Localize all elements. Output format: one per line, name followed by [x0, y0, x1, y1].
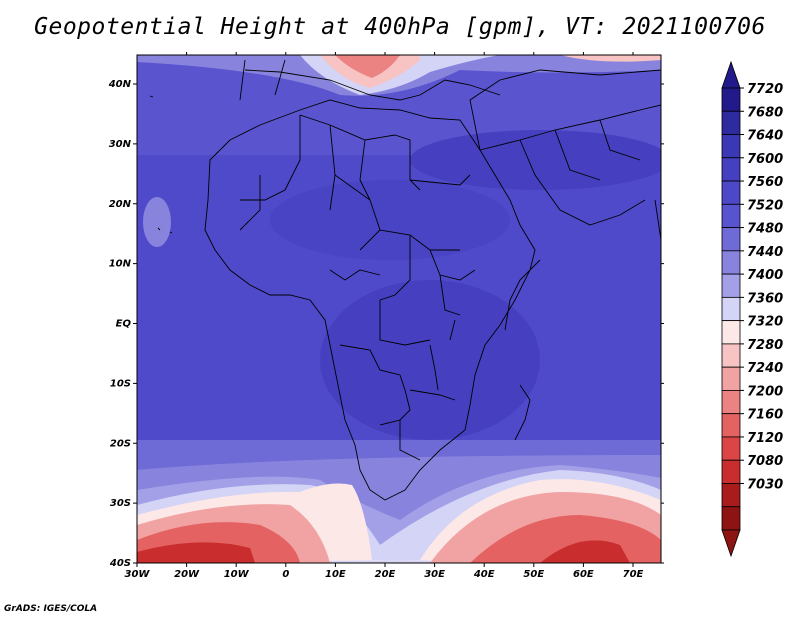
colorbar-swatch	[721, 436, 741, 461]
colorbar-label: 7240	[747, 361, 783, 376]
colorbar-swatch	[721, 273, 741, 298]
colorbar-label: 7440	[747, 245, 783, 260]
y-tick-label: 20S	[110, 438, 131, 449]
map-title: Geopotential Height at 400hPa [gpm], VT:…	[34, 14, 766, 40]
colorbar-label: 7480	[747, 222, 783, 237]
colorbar-swatch	[721, 134, 741, 159]
colorbar-swatch	[721, 227, 741, 252]
colorbar-label: 7080	[747, 454, 783, 469]
colorbar-label: 7720	[747, 82, 783, 97]
colorbar-top-arrow	[721, 60, 741, 89]
colorbar-swatch	[721, 413, 741, 438]
map-frame	[136, 54, 662, 564]
country-borders	[149, 59, 661, 501]
colorbar-swatch	[721, 320, 741, 345]
colorbar-swatch	[721, 483, 741, 508]
x-tick-label: 10W	[224, 569, 250, 580]
x-tick-label: 40E	[473, 569, 495, 580]
colorbar-swatch	[721, 506, 741, 531]
colorbar-label: 7400	[747, 268, 783, 283]
credit-text: GrADS: IGES/COLA	[4, 604, 98, 614]
colorbar-label: 7640	[747, 129, 783, 144]
x-tick-label: 70E	[623, 569, 644, 580]
colorbar-swatch	[721, 157, 741, 182]
y-tick-label: 10S	[110, 378, 131, 389]
colorbar-swatch	[721, 343, 741, 368]
colorbar-swatch	[721, 296, 741, 322]
x-tick-label: 0	[282, 569, 289, 580]
x-tick-label: 20W	[174, 569, 200, 580]
x-tick-label: 20E	[375, 569, 396, 580]
colorbar-swatch	[721, 180, 741, 205]
y-tick-label: EQ	[116, 319, 132, 330]
colorbar-swatch	[721, 110, 741, 135]
y-tick-label: 40S	[109, 558, 131, 569]
x-tick-label: 60E	[573, 569, 594, 580]
colorbar: 7720 7680 7640 7600 7560 7520 7480 7440 7400 7360…	[721, 60, 783, 558]
colorbar-label: 7600	[747, 152, 783, 167]
y-tick-label: 30N	[109, 139, 132, 150]
colorbar-swatch	[721, 203, 741, 228]
colorbar-label: 7280	[747, 338, 783, 353]
axis-ticks: 30W 20W 10W 0 10E 20E 30E 40E 50E 60E 70E 40N 30N 20N…	[108, 52, 664, 580]
colorbar-label: 7160	[747, 408, 783, 423]
y-tick-label: 40N	[108, 79, 132, 90]
x-tick-label: 10E	[325, 569, 346, 580]
height-field	[137, 55, 661, 563]
x-tick-label: 30W	[125, 569, 151, 580]
colorbar-swatch	[721, 459, 741, 484]
colorbar-swatch	[721, 87, 741, 112]
colorbar-bottom-arrow	[721, 529, 741, 558]
colorbar-label: 7680	[747, 105, 783, 120]
y-tick-label: 20N	[109, 199, 132, 210]
colorbar-label: 7200	[747, 384, 783, 399]
colorbar-label: 7520	[747, 198, 783, 213]
colorbar-swatch	[721, 366, 741, 391]
colorbar-label: 7030	[747, 477, 783, 492]
x-tick-label: 50E	[523, 569, 544, 580]
x-tick-label: 30E	[424, 569, 445, 580]
y-tick-label: 30S	[110, 498, 131, 509]
colorbar-swatch	[721, 390, 741, 415]
colorbar-label: 7360	[747, 291, 783, 306]
colorbar-label: 7560	[747, 175, 783, 190]
colorbar-label: 7320	[747, 315, 783, 330]
colorbar-swatch	[721, 250, 741, 275]
y-tick-label: 10N	[109, 259, 132, 270]
colorbar-label: 7120	[747, 431, 783, 446]
